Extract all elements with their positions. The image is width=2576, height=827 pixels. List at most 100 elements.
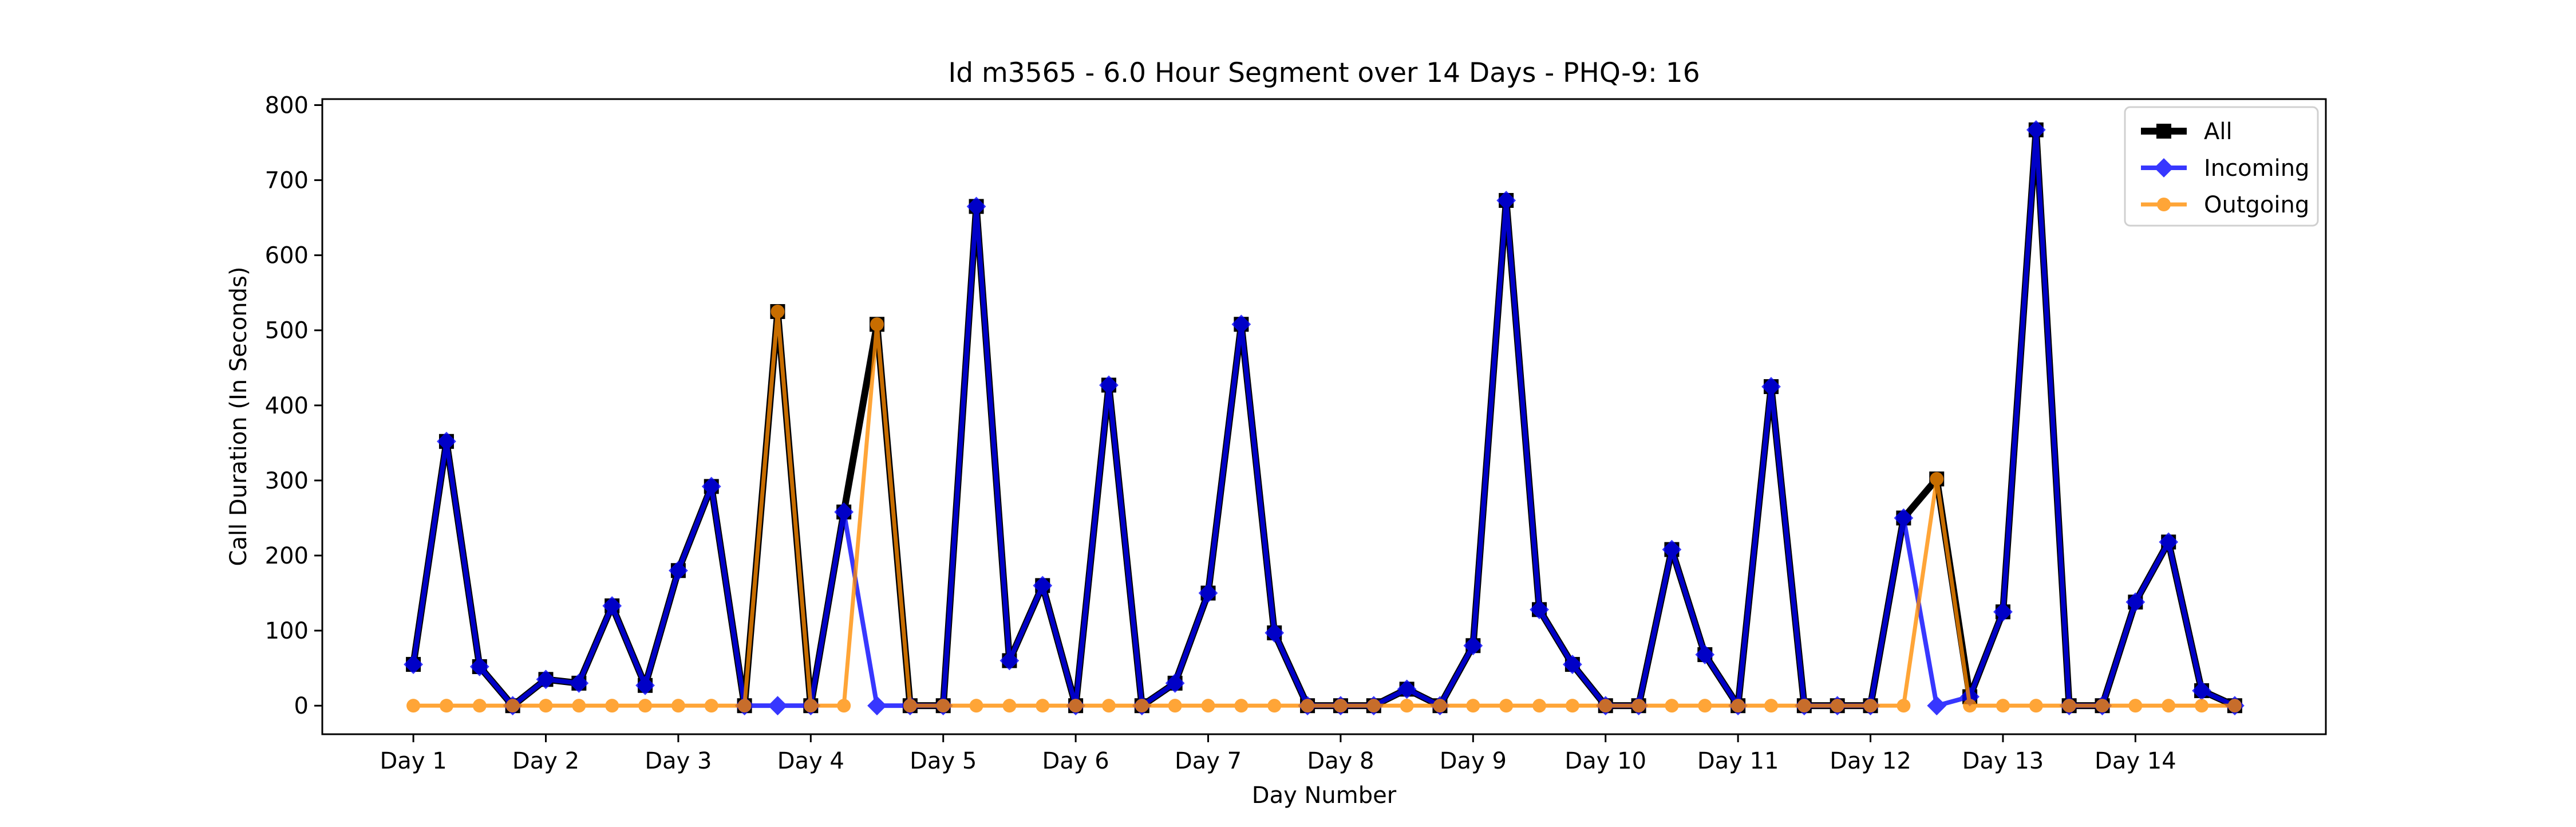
- data-point-outgoing: [1897, 699, 1911, 713]
- data-point-outgoing: [804, 699, 818, 713]
- data-point-incoming: [1662, 539, 1682, 560]
- data-point-outgoing: [1002, 699, 1017, 713]
- data-point-outgoing: [1764, 699, 1778, 713]
- data-point-outgoing: [505, 699, 520, 713]
- data-point-outgoing: [671, 699, 685, 713]
- data-point-outgoing: [2195, 699, 2209, 713]
- data-point-incoming: [966, 196, 986, 216]
- legend-label-incoming: Incoming: [2204, 155, 2309, 182]
- x-tick-label: Day 3: [645, 748, 712, 774]
- y-tick-label: 500: [265, 318, 309, 344]
- data-point-incoming: [1099, 375, 1119, 395]
- y-tick-label: 400: [265, 393, 309, 419]
- legend-marker-incoming: [2154, 158, 2174, 178]
- plot-frame: [321, 98, 2327, 735]
- x-tick-label: Day 2: [512, 748, 579, 774]
- data-point-incoming: [1198, 583, 1218, 603]
- data-point-incoming: [1265, 623, 1285, 643]
- data-point-outgoing: [1267, 699, 1282, 713]
- legend-entry-outgoing: [2141, 198, 2187, 211]
- data-point-outgoing: [1135, 699, 1149, 713]
- data-point-outgoing: [2227, 699, 2242, 713]
- data-point-outgoing: [837, 699, 851, 713]
- y-tick-label: 200: [265, 543, 309, 569]
- x-tick-label: Day 14: [2095, 748, 2176, 774]
- y-tick-label: 700: [265, 168, 309, 194]
- x-axis: Day 1 Day 2 Day 3 Day 4 Day 5 Day 6 Day 7 Day 8…: [380, 734, 2176, 774]
- data-point-incoming: [2192, 681, 2211, 700]
- data-point-outgoing: [1996, 699, 2010, 713]
- x-tick-label: Day 12: [1830, 748, 1911, 774]
- data-point-incoming: [569, 673, 589, 693]
- data-point-outgoing: [1598, 699, 1613, 713]
- data-point-outgoing: [2162, 699, 2176, 713]
- data-point-incoming: [701, 476, 721, 497]
- series-outgoing: [406, 304, 2242, 713]
- data-point-outgoing: [1366, 699, 1381, 713]
- data-point-incoming: [404, 655, 423, 674]
- data-point-incoming: [834, 502, 854, 522]
- legend-label-all: All: [2204, 119, 2233, 145]
- data-point-incoming: [1463, 636, 1483, 656]
- data-point-outgoing: [1069, 699, 1083, 713]
- data-point-incoming: [2026, 120, 2046, 140]
- data-point-outgoing: [1698, 699, 1712, 713]
- x-tick-label: Day 10: [1564, 748, 1646, 774]
- x-tick-label: Day 4: [777, 748, 844, 774]
- data-point-incoming: [1562, 655, 1582, 674]
- y-tick-label: 800: [265, 92, 309, 119]
- y-tick-label: 100: [265, 618, 309, 644]
- data-point-outgoing: [936, 699, 950, 713]
- data-point-outgoing: [1797, 699, 1811, 713]
- data-point-outgoing: [1631, 699, 1646, 713]
- data-point-incoming: [437, 431, 456, 451]
- series-layer: [404, 120, 2245, 716]
- data-point-incoming: [2125, 592, 2146, 612]
- legend: All Incoming Outgoing: [2124, 106, 2319, 227]
- x-axis-label: Day Number: [1252, 782, 1397, 809]
- data-point-incoming: [1231, 314, 1251, 334]
- data-point-outgoing: [472, 699, 487, 713]
- y-axis-label: Call Duration (In Seconds): [226, 267, 252, 566]
- data-point-incoming: [1927, 696, 1947, 716]
- data-point-outgoing: [1101, 699, 1116, 713]
- data-point-outgoing: [539, 699, 553, 713]
- y-axis: 0 100 200 300 400 500 600 700 800: [265, 92, 322, 719]
- data-point-incoming: [1397, 679, 1417, 699]
- data-point-outgoing: [2095, 699, 2109, 713]
- data-point-outgoing: [439, 699, 453, 713]
- data-point-outgoing: [2029, 699, 2043, 713]
- legend-marker-all: [2156, 124, 2171, 139]
- data-point-outgoing: [1830, 699, 1844, 713]
- legend-entry-incoming: [2141, 158, 2187, 178]
- data-point-outgoing: [1234, 699, 1249, 713]
- data-point-incoming: [1530, 600, 1549, 620]
- data-point-incoming: [768, 696, 788, 716]
- data-point-incoming: [469, 657, 489, 676]
- x-tick-label: Day 1: [380, 748, 447, 774]
- data-point-outgoing: [1333, 699, 1348, 713]
- data-point-incoming: [536, 670, 556, 690]
- x-tick-label: Day 7: [1175, 748, 1242, 774]
- data-point-incoming: [2159, 532, 2179, 552]
- y-tick-label: 0: [294, 693, 309, 719]
- data-point-incoming: [867, 696, 887, 716]
- x-tick-label: Day 6: [1042, 748, 1109, 774]
- data-point-outgoing: [1433, 699, 1447, 713]
- legend-entry-all: [2141, 124, 2187, 139]
- y-tick-label: 600: [265, 243, 309, 269]
- data-point-incoming: [1496, 191, 1516, 210]
- chart-title: Id m3565 - 6.0 Hour Segment over 14 Days…: [948, 57, 1700, 89]
- data-point-outgoing: [1168, 699, 1182, 713]
- x-tick-label: Day 8: [1307, 748, 1374, 774]
- data-point-outgoing: [2062, 699, 2076, 713]
- data-point-outgoing: [1565, 699, 1579, 713]
- data-point-incoming: [669, 561, 688, 581]
- data-point-outgoing: [870, 317, 884, 332]
- data-point-incoming: [1894, 508, 1914, 528]
- x-tick-label: Day 11: [1697, 748, 1779, 774]
- data-point-outgoing: [903, 699, 917, 713]
- data-point-incoming: [602, 596, 622, 616]
